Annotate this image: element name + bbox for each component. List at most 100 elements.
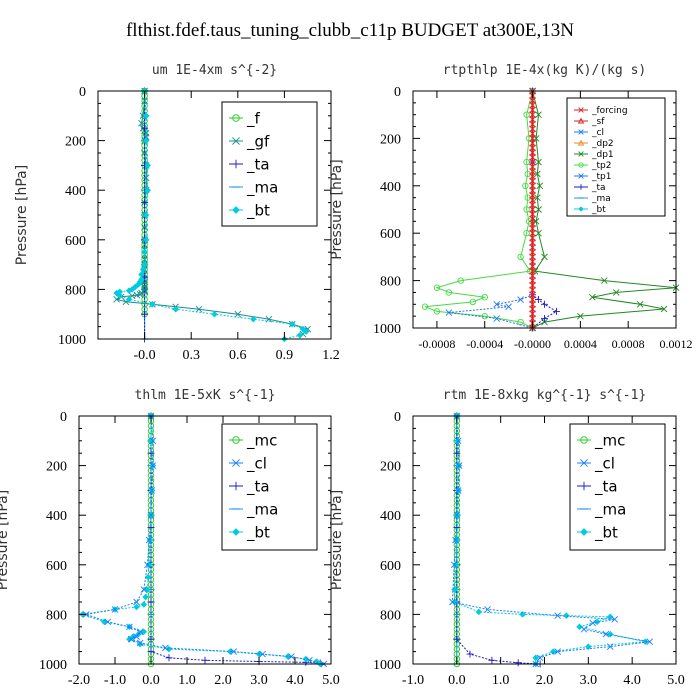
data-point [529, 244, 536, 251]
x-tick-label: -1.0 [402, 673, 424, 688]
data-point [563, 612, 570, 619]
chart-panel-1: um 1E-4xm s^{-2} Pressure [hPa] 0 200 400 600… [14, 63, 340, 363]
legend-marker [232, 528, 240, 536]
legend-marker [577, 117, 585, 124]
data-point [529, 277, 536, 284]
data-point [532, 218, 540, 225]
legend-entry-ta: _ta [229, 477, 270, 496]
y-tick-label: 800 [46, 608, 67, 623]
data-point [133, 603, 140, 611]
legend-label: _ta [594, 477, 618, 496]
data-point [259, 650, 266, 658]
legend-entry-ma: _ma [577, 500, 626, 519]
data-point [111, 606, 119, 613]
data-point [589, 619, 597, 627]
legend-marker [232, 114, 240, 122]
data-point [147, 635, 155, 643]
data-point [606, 630, 614, 638]
x-tick-label: 2.0 [214, 673, 232, 688]
x-tick-label: 0.6 [229, 348, 247, 363]
data-point [453, 635, 461, 643]
data-point [288, 653, 295, 660]
data-point [529, 286, 536, 294]
series-line [456, 416, 541, 665]
data-point [554, 648, 561, 655]
legend-label: _ma [246, 500, 278, 519]
y-tick-label: 200 [65, 135, 86, 150]
y-tick-label: 1000 [39, 658, 67, 673]
data-point [457, 277, 465, 284]
y-tick-label: 400 [380, 509, 401, 524]
data-point [646, 638, 654, 645]
data-point [433, 284, 441, 291]
data-point [302, 328, 310, 335]
data-point [141, 199, 149, 207]
data-point [302, 655, 310, 663]
data-point [451, 598, 458, 606]
x-tick-label: 0.0012 [660, 337, 693, 351]
legend-entry-cl: _cl [574, 128, 604, 138]
data-point [529, 300, 536, 308]
data-point [529, 210, 536, 218]
x-tick-label: 3.0 [250, 673, 268, 688]
legend-box [221, 423, 318, 551]
data-point [147, 449, 155, 457]
y-tick-label: 600 [380, 559, 401, 574]
data-point [602, 630, 610, 638]
legend-marker [231, 159, 241, 169]
legend-marker [578, 129, 584, 135]
data-point [529, 163, 536, 171]
legend-label: _ma [591, 194, 611, 204]
legend-label: _bt [246, 523, 270, 542]
x-tick-label: 1.0 [492, 673, 510, 688]
data-point [144, 162, 152, 169]
chart-title: um 1E-4xm s^{-2} [152, 63, 277, 78]
data-point [454, 487, 462, 494]
data-point [529, 234, 536, 242]
data-point [116, 292, 124, 299]
y-tick-label: 400 [46, 509, 67, 524]
x-tick-label: -0.0 [134, 348, 156, 363]
data-point [505, 303, 512, 310]
data-point [484, 606, 491, 613]
y-tick-label: 0 [394, 410, 401, 425]
data-point [529, 296, 536, 303]
y-tick-label: 200 [380, 460, 401, 475]
legend-entry-dp1: _dp1 [574, 150, 614, 160]
legend-label: _cl [594, 454, 615, 473]
x-tick-label: 3.0 [580, 673, 598, 688]
legend: _f _gf _ta _ma _bt [221, 101, 318, 227]
data-point [481, 293, 488, 301]
data-point [636, 300, 644, 308]
legend: _forcing_sf_cl_dp2_dp1_tp2_tp1_ta_ma_bt [566, 97, 666, 217]
data-point [549, 648, 557, 655]
data-point [141, 261, 148, 268]
data-point [450, 561, 458, 569]
data-point [466, 650, 474, 658]
data-point [588, 293, 596, 301]
data-point [493, 300, 501, 308]
x-tick-label: -1.0 [104, 673, 126, 688]
data-point [529, 206, 536, 213]
x-tick-label: 1.2 [322, 348, 340, 363]
data-point [126, 635, 133, 643]
x-tick-label: 4.0 [286, 673, 304, 688]
data-point [144, 561, 151, 569]
legend-entry-bt: _bt [574, 205, 606, 215]
data-point [469, 298, 476, 306]
data-point [133, 598, 140, 606]
x-tick-label: 0.0 [142, 673, 160, 688]
chart-title: rtm 1E-8xkg kg^{-1} s^{-1} [443, 388, 647, 403]
data-point [529, 315, 536, 322]
data-point [125, 295, 133, 303]
y-tick-label: 400 [65, 184, 86, 199]
legend-entry-ma: _ma [229, 500, 278, 519]
data-point [523, 206, 530, 213]
legend-box [566, 97, 666, 217]
data-point [136, 639, 144, 647]
y-tick-label: 800 [380, 275, 401, 290]
legend: _mc _cl _ta _ma _bt [569, 423, 666, 551]
legend-label: _ta [591, 183, 606, 193]
x-tick-label: 0.9 [276, 348, 294, 363]
